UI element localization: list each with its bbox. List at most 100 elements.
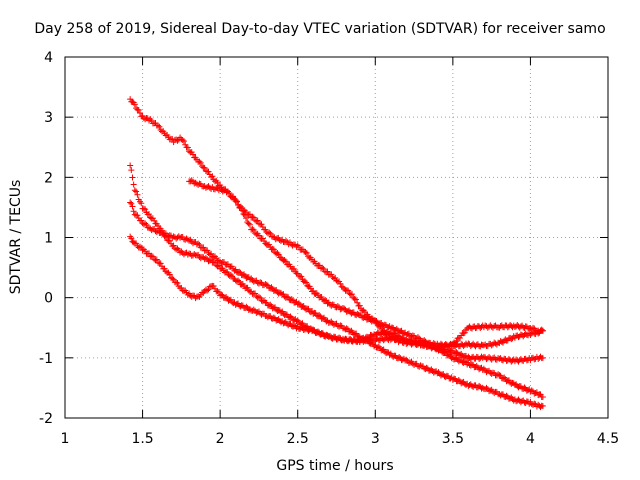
data-point [486,354,493,361]
data-point [503,392,510,399]
data-point [128,235,135,242]
data-points [127,96,546,411]
data-point [157,260,164,267]
data-point [148,227,155,234]
data-point [184,144,191,151]
data-point [134,191,141,198]
data-point [259,224,266,231]
data-point [283,237,290,244]
data-point [356,302,363,309]
data-point [259,298,266,305]
data-point [337,306,344,313]
data-point [530,401,537,408]
data-point [319,264,326,271]
data-point [142,116,149,123]
data-point [258,221,265,228]
x-tick-label: 2.5 [287,431,309,447]
data-point [282,258,289,265]
data-point [186,148,193,155]
data-point [488,323,495,330]
x-tick-label: 3.5 [442,431,464,447]
data-point [487,387,494,394]
data-point [393,325,400,332]
data-point [403,356,410,363]
data-point [128,200,135,207]
data-point [483,384,490,391]
data-point [161,233,168,240]
data-point [491,390,498,397]
data-point [178,284,185,291]
data-point [195,240,202,247]
data-point [186,237,193,244]
data-point [414,338,421,345]
data-point [161,265,168,272]
x-axis-label: GPS time / hours [276,458,393,474]
data-point [460,330,467,337]
x-tick-label: 4 [526,431,535,447]
data-point [174,245,181,252]
data-point [411,337,418,344]
data-point [130,208,137,215]
data-point [143,221,150,228]
data-point [343,325,350,332]
data-point [244,219,251,226]
data-point [233,198,240,205]
data-point [298,273,305,280]
data-point [199,244,206,251]
data-point [262,226,269,233]
data-point [328,271,335,278]
data-point [349,291,356,298]
data-point [170,242,177,249]
data-point [345,287,352,294]
data-point [196,241,203,248]
data-point [134,243,141,250]
data-point [139,247,146,254]
data-point [320,265,327,272]
data-point [303,249,310,256]
x-tick-label: 4.5 [597,431,619,447]
data-point [131,187,138,194]
data-point [130,181,137,188]
data-point [252,290,259,297]
data-point [343,287,350,294]
data-point [205,168,212,175]
data-point [277,238,284,245]
data-point [403,331,410,338]
x-tick-label: 3 [371,431,380,447]
data-point [316,312,323,319]
data-point [175,246,182,253]
data-point [301,278,308,285]
data-point [180,288,187,295]
data-point [346,290,353,297]
data-point [243,215,249,222]
data-point [138,200,145,207]
data-point [156,123,163,130]
data-point [133,188,140,195]
data-point [244,284,251,291]
data-point [531,400,538,407]
data-point [266,229,273,236]
data-point [215,262,222,269]
data-point [327,319,334,326]
data-point [531,390,538,397]
chart-title: Day 258 of 2019, Sidereal Day-to-day VTE… [34,21,605,37]
data-point [188,177,195,184]
data-point [333,277,340,284]
data-point [249,226,256,233]
data-point [453,349,460,356]
data-point [351,295,358,302]
data-point [491,323,498,330]
data-point [246,221,253,228]
data-point [354,299,361,306]
data-point [184,291,191,298]
data-point [252,230,259,237]
y-tick-label: 2 [44,170,53,186]
data-point [250,278,257,285]
data-point [136,109,143,116]
data-point [539,354,546,361]
data-point [134,212,141,219]
data-point [169,275,176,282]
data-point [334,303,341,310]
data-point [250,227,257,234]
